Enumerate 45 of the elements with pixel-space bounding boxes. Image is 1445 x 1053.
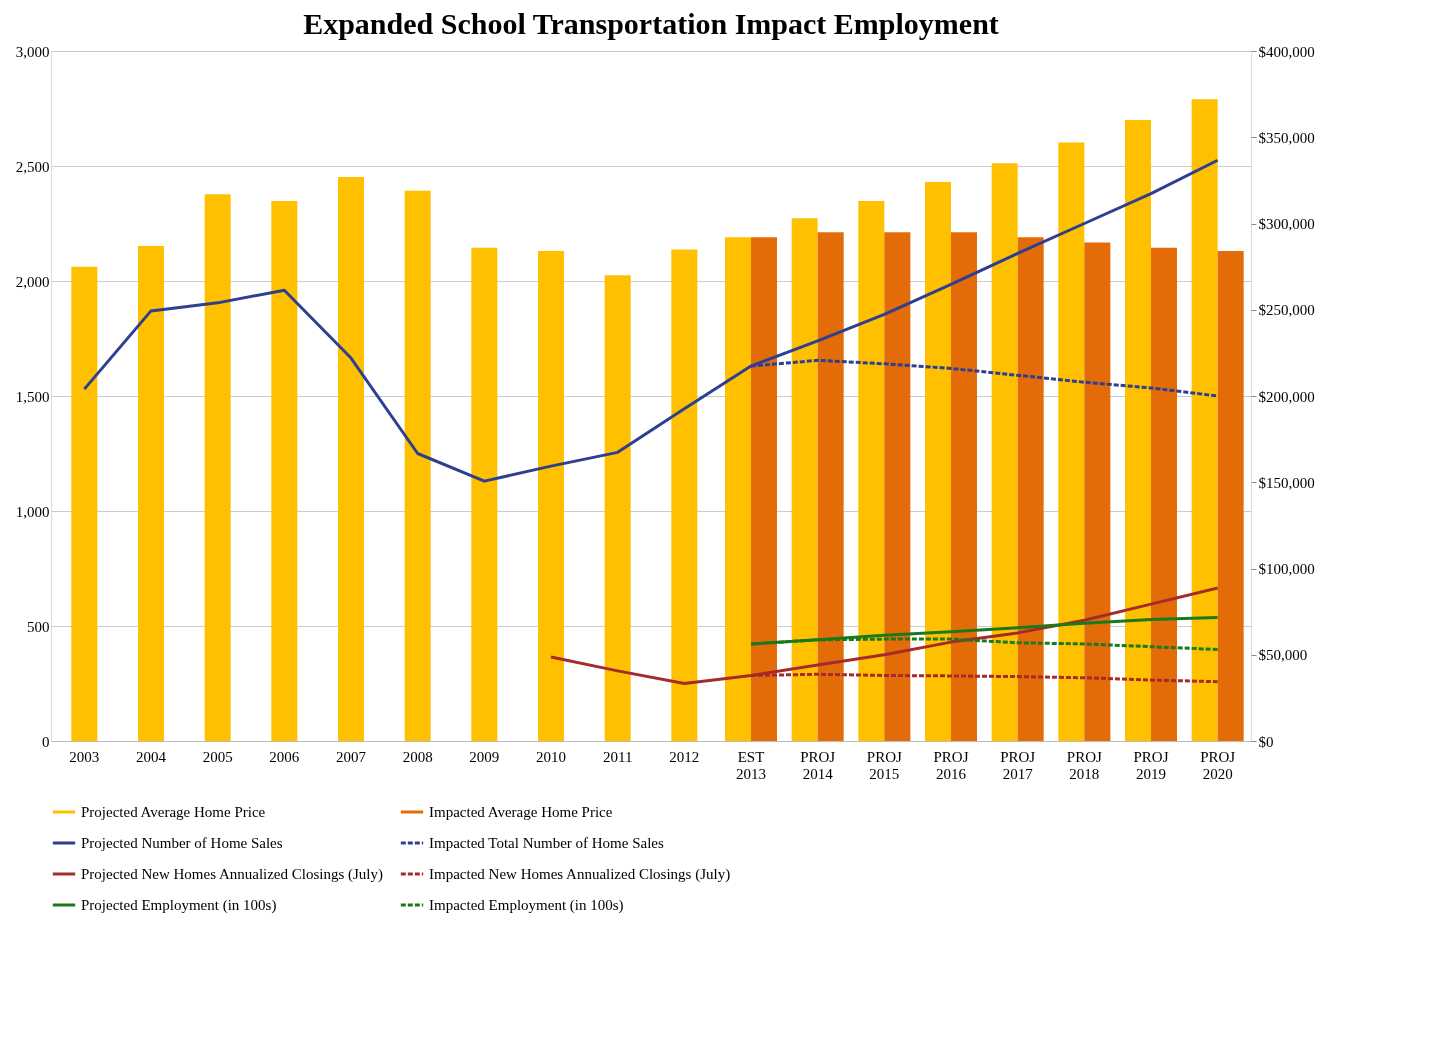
y-tick-label: 3,000 [15, 43, 50, 60]
legend-label: Projected Average Home Price [81, 804, 266, 820]
chart-title: Expanded School Transportation Impact Employment [303, 7, 999, 40]
legend-label: Projected Number of Home Sales [81, 835, 283, 851]
y-tick-label: 500 [27, 618, 50, 635]
y2-tick-label: $400,000 [1258, 43, 1315, 60]
y2-tick-label: $150,000 [1258, 474, 1315, 491]
legend-label: Impacted New Homes Annualized Closings (July) [429, 866, 731, 883]
legend-label: Projected New Homes Annualized Closings (July) [81, 866, 384, 883]
y-tick-label: 0 [42, 733, 50, 750]
y-tick-label: 1,000 [15, 503, 50, 520]
x-tick-label: PROJ 2015 [866, 748, 902, 782]
x-tick-label: EST 2013 [736, 748, 766, 782]
legend-label: Impacted Average Home Price [429, 804, 613, 820]
x-tick-label: 2008 [402, 748, 433, 765]
x-tick-label: PROJ 2014 [800, 748, 836, 782]
y2-tick-label: $100,000 [1258, 561, 1315, 577]
x-tick-label: 2003 [69, 748, 100, 765]
y2-tick-label: $350,000 [1258, 129, 1315, 146]
x-tick-label: 2010 [536, 748, 566, 765]
y-tick-label: 2,000 [15, 273, 50, 290]
y-tick-label: 2,500 [15, 158, 50, 175]
x-tick-label: 2009 [469, 748, 500, 765]
x-tick-label: PROJ 2016 [933, 748, 969, 782]
line-series [82, 158, 1220, 483]
y2-tick-label: $0 [1258, 733, 1274, 750]
x-tick-label: 2005 [202, 748, 233, 765]
y-tick-label: 1,500 [15, 388, 50, 405]
x-tick-label: 2004 [136, 748, 167, 765]
x-tick-label: 2011 [602, 748, 633, 765]
legend-label: Projected Employment (in 100s) [81, 897, 277, 914]
legend-label: Impacted Employment (in 100s) [429, 897, 624, 914]
y2-tick-label: $300,000 [1258, 216, 1315, 232]
x-tick-label: PROJ 2019 [1133, 748, 1169, 782]
y2-tick-label: $50,000 [1258, 647, 1308, 664]
x-tick-label: PROJ 2020 [1200, 748, 1236, 782]
x-tick-label: 2012 [669, 748, 700, 765]
x-tick-label: 2006 [269, 748, 300, 765]
y2-tick-label: $250,000 [1258, 302, 1315, 319]
x-tick-label: PROJ 2017 [1000, 748, 1036, 782]
y2-tick-label: $200,000 [1258, 388, 1315, 405]
line-series [549, 586, 1220, 685]
legend-label: Impacted Total Number of Home Sales [429, 835, 665, 851]
x-tick-label: 2007 [336, 748, 367, 765]
x-tick-label: PROJ 2018 [1066, 748, 1102, 782]
